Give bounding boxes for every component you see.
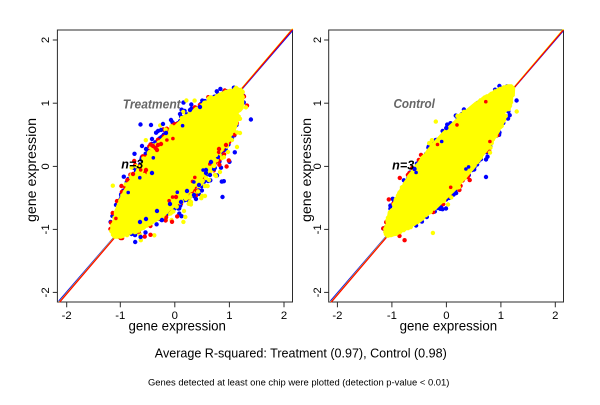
- svg-text:gene expression: gene expression: [24, 118, 39, 222]
- svg-text:Average R-squared: Treatment (: Average R-squared: Treatment (0.97), Con…: [155, 345, 447, 360]
- svg-text:0: 0: [312, 163, 324, 169]
- svg-text:2: 2: [312, 37, 324, 43]
- svg-text:-2: -2: [332, 310, 342, 322]
- svg-text:2: 2: [40, 37, 52, 43]
- svg-text:-1: -1: [312, 224, 324, 234]
- svg-text:1: 1: [498, 310, 504, 322]
- svg-text:0: 0: [40, 163, 52, 169]
- svg-text:Treatment: Treatment: [123, 96, 182, 111]
- svg-text:2: 2: [552, 310, 558, 322]
- svg-text:1: 1: [40, 100, 52, 106]
- svg-text:n=3: n=3: [392, 159, 414, 173]
- svg-text:0: 0: [443, 310, 449, 322]
- svg-text:-1: -1: [387, 310, 397, 322]
- svg-text:-2: -2: [40, 287, 52, 297]
- svg-text:2: 2: [281, 310, 287, 322]
- svg-text:n=3: n=3: [121, 158, 143, 172]
- svg-text:-2: -2: [62, 310, 72, 322]
- svg-text:gene expression: gene expression: [400, 318, 498, 333]
- svg-text:1: 1: [312, 100, 324, 106]
- svg-text:1: 1: [226, 310, 232, 322]
- svg-text:Genes detected at least one ch: Genes detected at least one chip were pl…: [148, 377, 450, 388]
- svg-text:-1: -1: [115, 310, 125, 322]
- svg-text:gene expression: gene expression: [299, 118, 314, 222]
- svg-text:gene expression: gene expression: [128, 318, 226, 333]
- svg-text:0: 0: [172, 310, 178, 322]
- svg-text:-1: -1: [40, 224, 52, 234]
- svg-text:Control: Control: [393, 96, 435, 111]
- svg-text:-2: -2: [312, 287, 324, 297]
